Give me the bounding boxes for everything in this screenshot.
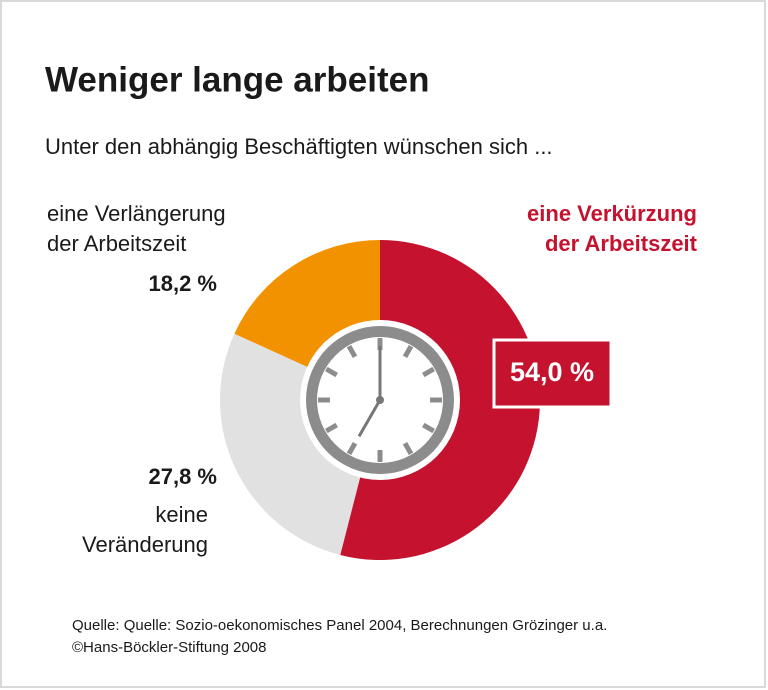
category-label: eine Verlängerung der Arbeitszeit [47, 201, 226, 256]
clock-hand [357, 399, 382, 438]
category-label: keine Veränderung [82, 502, 208, 557]
copyright: ©Hans-Böckler-Stiftung 2008 [72, 639, 266, 656]
clock-center [376, 396, 384, 404]
clock-tick [422, 422, 435, 434]
source: Quelle: Quelle: Sozio-oekonomisches Pane… [72, 617, 607, 634]
value-label: 27,8 % [149, 464, 218, 489]
value-box [492, 338, 613, 409]
clock-tick [422, 366, 435, 378]
value-label: 18,2 % [149, 271, 218, 296]
clock-tick [346, 442, 358, 455]
clock-tick [346, 345, 358, 358]
category-label: eine Verkürzung der Arbeitszeit [527, 201, 698, 256]
clock-tick [325, 366, 338, 378]
chart-title: Weniger lange arbeiten [45, 60, 429, 99]
clock-tick [402, 345, 414, 358]
clock-tick [402, 442, 414, 455]
clock-tick [325, 422, 338, 434]
chart-subtitle: Unter den abhängig Beschäftigten wünsche… [45, 134, 553, 159]
value-label: 54,0 % [510, 357, 594, 387]
